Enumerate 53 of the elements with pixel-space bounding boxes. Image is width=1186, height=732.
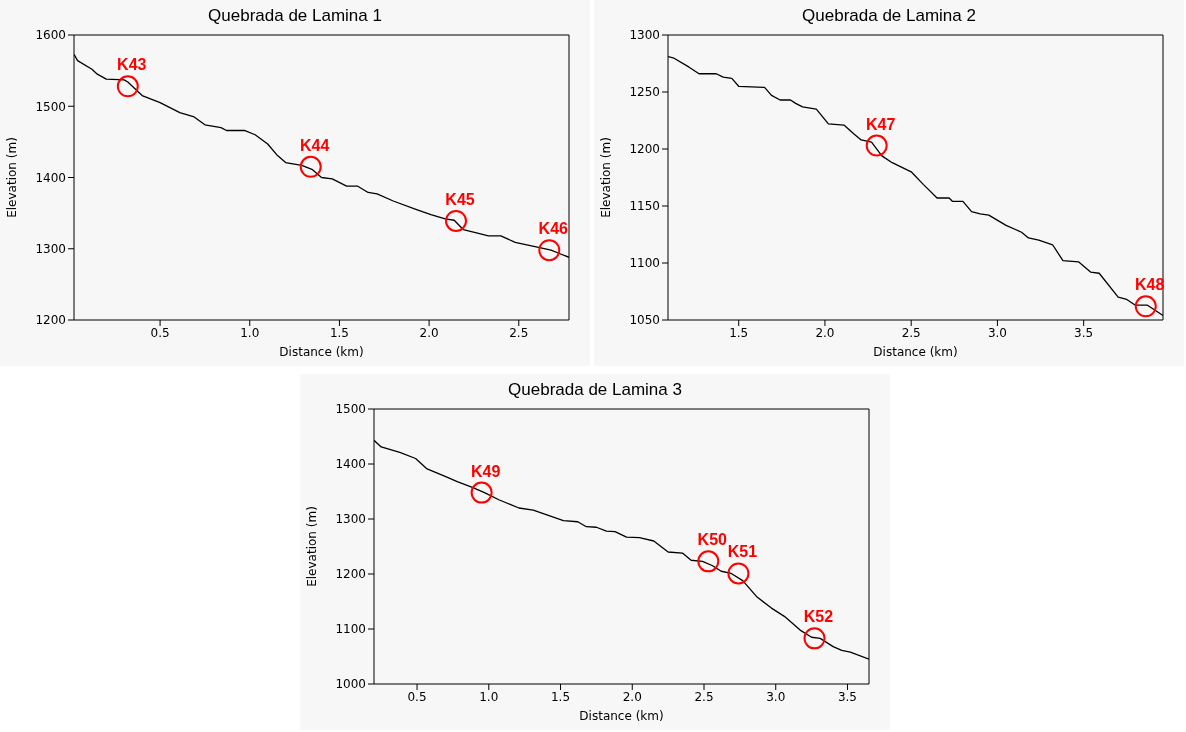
y-tick-label: 1250 bbox=[629, 85, 660, 100]
annotation: K43 bbox=[117, 56, 147, 74]
y-tick-label: 1500 bbox=[335, 402, 366, 417]
x-tick-label: 2.0 bbox=[419, 325, 439, 340]
x-tick-label: 2.5 bbox=[694, 689, 714, 704]
x-tick-label: 1.5 bbox=[729, 325, 749, 340]
x-tick-label: 2.0 bbox=[622, 689, 642, 704]
y-tick-label: 1600 bbox=[35, 28, 66, 43]
y-tick-label: 1200 bbox=[629, 142, 660, 157]
annotation: K48 bbox=[1135, 276, 1165, 294]
x-tick-label: 2.0 bbox=[815, 325, 835, 340]
annotation: K47 bbox=[866, 115, 896, 133]
y-axis-title: Elevation (m) bbox=[599, 137, 614, 218]
y-axis-title: Elevation (m) bbox=[5, 137, 20, 218]
x-tick-label: 1.0 bbox=[479, 689, 499, 704]
annotation: K52 bbox=[803, 608, 834, 626]
x-tick-label: 1.5 bbox=[329, 325, 349, 340]
x-axis-title: Distance (km) bbox=[279, 345, 364, 359]
annotation: K44 bbox=[300, 136, 330, 154]
y-tick-label: 1300 bbox=[35, 242, 66, 257]
annotation: K50 bbox=[697, 531, 728, 549]
x-tick-label: 1.0 bbox=[240, 325, 260, 340]
x-tick-label: 3.0 bbox=[766, 689, 786, 704]
x-tick-label: 0.5 bbox=[150, 325, 170, 340]
y-axis-title: Elevation (m) bbox=[305, 506, 320, 587]
chart-title: Quebrada de Lamina 1 bbox=[207, 6, 383, 27]
annotation: K49 bbox=[470, 462, 501, 480]
y-tick-label: 1300 bbox=[629, 28, 660, 43]
y-tick-label: 1400 bbox=[335, 457, 366, 472]
annotation: K46 bbox=[538, 220, 569, 238]
y-tick-label: 1100 bbox=[335, 622, 366, 637]
x-tick-label: 2.5 bbox=[509, 325, 529, 340]
y-tick-label: 1000 bbox=[335, 677, 366, 692]
x-tick-label: 3.0 bbox=[987, 325, 1007, 340]
y-tick-label: 1400 bbox=[35, 170, 66, 185]
x-tick-label: 1.5 bbox=[550, 689, 571, 704]
chart-title: Quebrada de Lamina 2 bbox=[801, 6, 977, 27]
x-tick-label: 3.5 bbox=[837, 689, 858, 704]
x-axis-title: Distance (km) bbox=[873, 345, 958, 359]
y-tick-label: 1150 bbox=[629, 199, 660, 214]
x-tick-label: 2.5 bbox=[901, 325, 921, 340]
y-tick-label: 1300 bbox=[335, 512, 366, 527]
y-tick-label: 1200 bbox=[35, 313, 66, 328]
y-tick-label: 1500 bbox=[35, 99, 66, 114]
y-tick-label: 1200 bbox=[335, 567, 366, 582]
x-tick-label: 3.5 bbox=[1074, 325, 1094, 340]
chart-title: Quebrada de Lamina 3 bbox=[507, 380, 683, 401]
x-tick-label: 0.5 bbox=[407, 689, 427, 704]
x-axis-title: Distance (km) bbox=[579, 709, 664, 723]
annotation: K51 bbox=[727, 543, 758, 561]
y-tick-label: 1050 bbox=[629, 313, 660, 328]
annotation: K45 bbox=[445, 190, 475, 208]
y-tick-label: 1100 bbox=[629, 256, 660, 271]
